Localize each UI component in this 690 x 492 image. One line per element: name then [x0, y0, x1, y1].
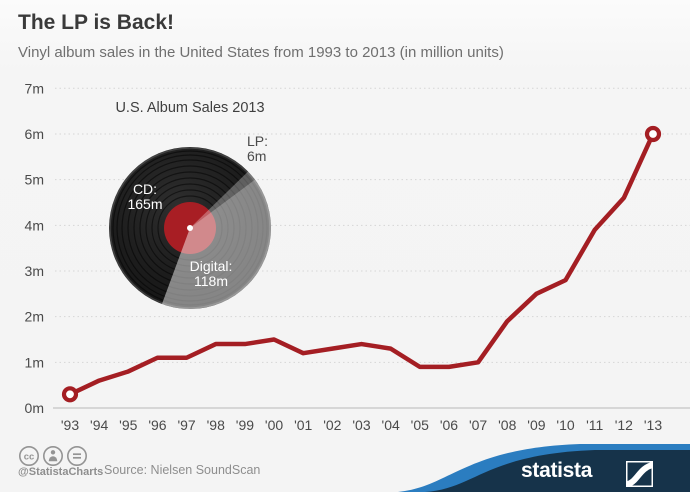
page-title: The LP is Back!	[18, 11, 175, 34]
statista-logo-text: statista	[521, 459, 593, 482]
svg-text:'06: '06	[440, 417, 458, 433]
cd-slice-label: CD: 165m	[114, 182, 176, 212]
svg-text:'00: '00	[265, 417, 283, 433]
inset-chart-title: U.S. Album Sales 2013	[115, 100, 265, 116]
svg-text:'97: '97	[177, 417, 195, 433]
equals-icon	[66, 446, 87, 466]
cd-slice-value: 165m	[127, 196, 163, 212]
line-chart: 0m 1m 2m 3m 4m 5m 6m 7m '93 '94 '95 '96 '97 '98 '99 '00…	[25, 80, 690, 433]
statista-footer-wave	[398, 444, 690, 492]
svg-text:1m: 1m	[25, 354, 44, 370]
page-subtitle: Vinyl album sales in the United States f…	[18, 44, 504, 61]
source-text: Source: Nielsen SoundScan	[104, 463, 261, 477]
svg-text:4m: 4m	[25, 217, 44, 233]
svg-text:'93: '93	[61, 417, 79, 433]
cc-icon	[19, 446, 39, 466]
svg-text:7m: 7m	[25, 80, 44, 96]
svg-text:0m: 0m	[25, 400, 44, 416]
svg-text:'01: '01	[294, 417, 312, 433]
twitter-handle: @StatistaCharts	[18, 466, 104, 478]
svg-text:'05: '05	[411, 417, 429, 433]
statista-logo-icon	[626, 461, 653, 487]
svg-text:'13: '13	[644, 417, 662, 433]
svg-text:'12: '12	[615, 417, 633, 433]
license-icons: cc	[19, 446, 87, 466]
svg-text:cc: cc	[24, 451, 35, 462]
svg-text:'10: '10	[556, 417, 574, 433]
lp-slice-value: 6m	[247, 148, 267, 164]
svg-text:'99: '99	[236, 417, 254, 433]
vinyl-record-chart	[109, 147, 271, 309]
lp-slice-name: LP:	[247, 133, 269, 149]
svg-text:2m: 2m	[25, 309, 44, 325]
svg-text:5m: 5m	[25, 172, 44, 188]
lp-slice-label: LP: 6m	[247, 134, 268, 164]
svg-text:'95: '95	[119, 417, 137, 433]
svg-text:'09: '09	[527, 417, 545, 433]
attribution-person-icon	[42, 446, 63, 466]
svg-text:'03: '03	[352, 417, 370, 433]
svg-text:'94: '94	[90, 417, 108, 433]
svg-text:'07: '07	[469, 417, 487, 433]
svg-text:'11: '11	[586, 417, 603, 433]
cd-slice-name: CD:	[132, 181, 158, 197]
svg-text:'04: '04	[382, 417, 400, 433]
svg-text:'98: '98	[207, 417, 225, 433]
digital-slice-name: Digital:	[189, 258, 233, 274]
svg-text:'96: '96	[148, 417, 166, 433]
digital-slice-label: Digital: 118m	[178, 259, 244, 289]
svg-text:3m: 3m	[25, 263, 44, 279]
digital-slice-value: 118m	[194, 273, 228, 289]
svg-text:'02: '02	[323, 417, 341, 433]
svg-text:'08: '08	[498, 417, 516, 433]
svg-text:6m: 6m	[25, 126, 44, 142]
